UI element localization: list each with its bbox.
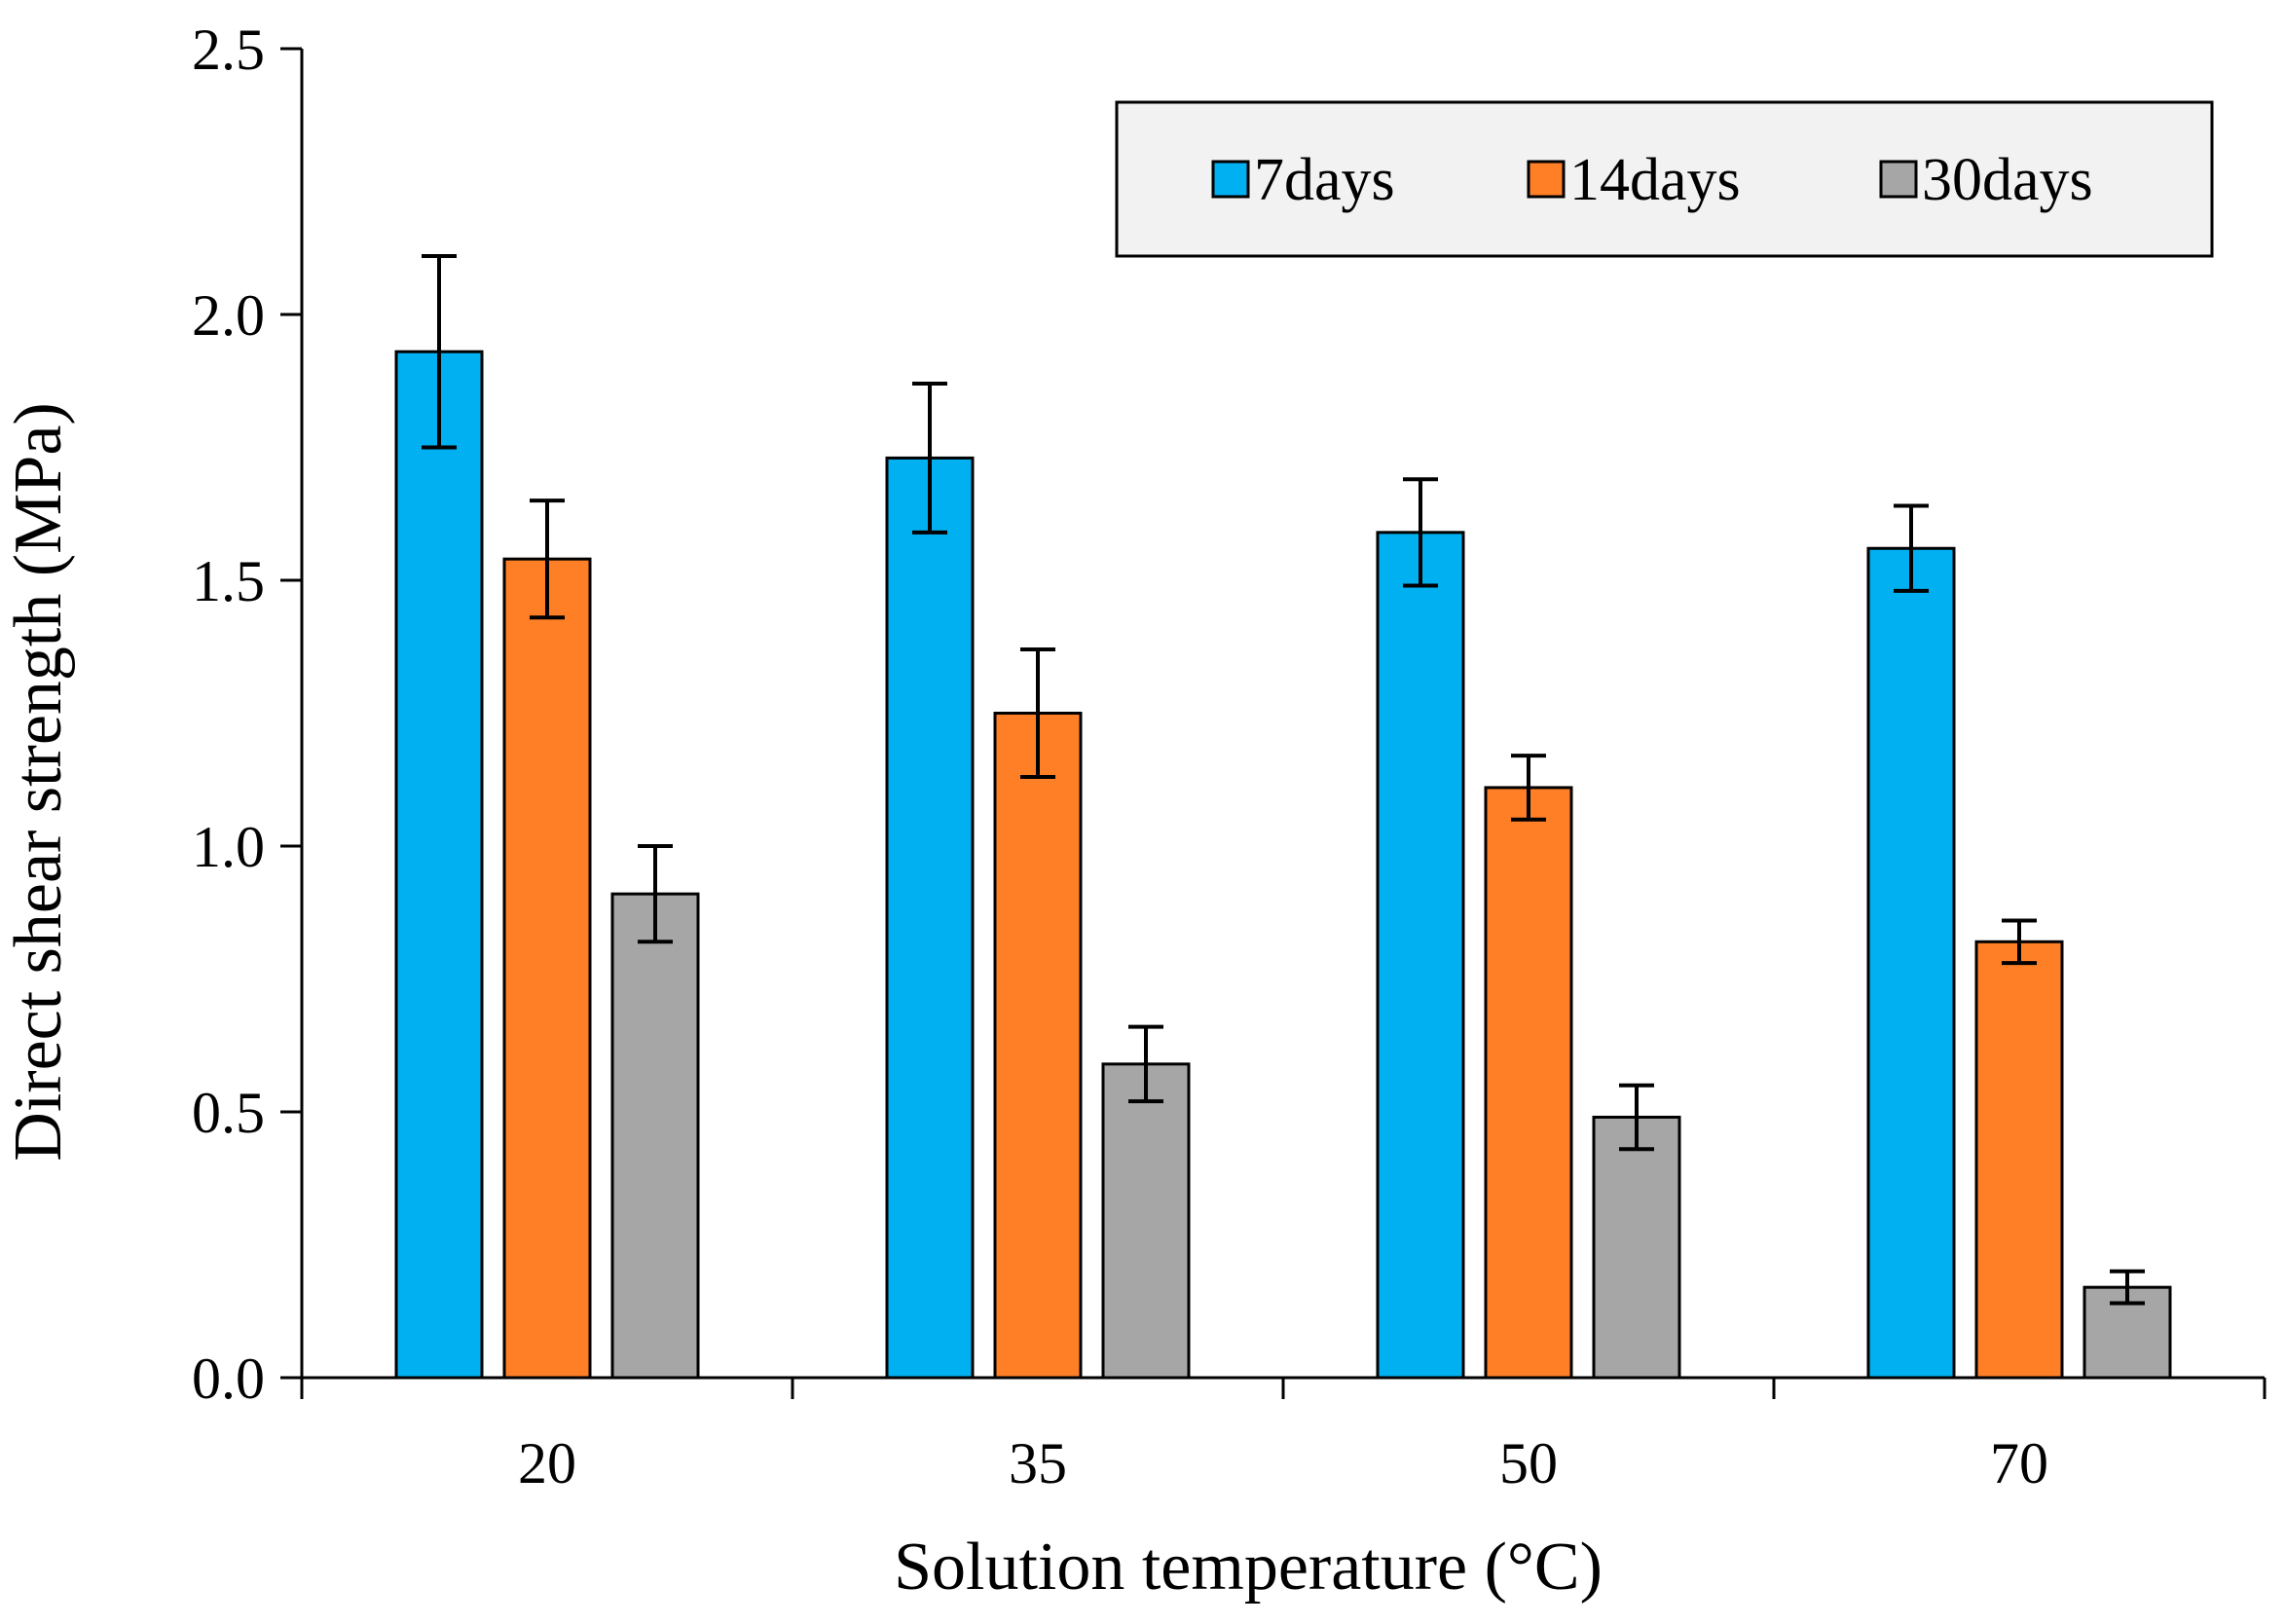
x-tick-label-70: 70 [1990,1431,2048,1495]
y-tick-label-2.5: 2.5 [192,18,265,82]
bar-14days-35 [993,712,1083,1380]
error-bars-layer [422,253,2145,1306]
bar-30days-50 [1592,1115,1681,1380]
legend-swatch-7days [1211,160,1250,199]
bar-7days-20 [394,350,484,1380]
bar-30days-35 [1101,1062,1191,1380]
bar-14days-70 [1974,940,2064,1380]
legend-box [1115,100,2214,258]
y-tick-label-1.0: 1.0 [192,815,265,879]
bar-14days-50 [1484,786,1573,1380]
bar-7days-70 [1866,546,1956,1380]
bar-7days-35 [885,456,975,1380]
y-tick-label-0.0: 0.0 [192,1347,265,1411]
x-tick-label-50: 50 [1499,1431,1558,1495]
legend-label-30days: 30days [1922,147,2093,213]
tick-labels-layer: 0.0 0.5 1.0 1.5 2.0 2.5 20 35 50 70 [192,18,2048,1495]
legend-label-14days: 14days [1569,147,1741,213]
y-tick-label-2.0: 2.0 [192,283,265,348]
legend-label-7days: 7days [1254,147,1395,213]
legend-swatch-30days [1879,160,1918,199]
legend-swatch-14days [1527,160,1566,199]
x-tick-label-20: 20 [518,1431,576,1495]
x-axis-title: Solution temperature (°C) [894,1530,1603,1605]
y-axis-title: Direct shear strength (MPa) [1,402,76,1161]
legend: 7days 14days 30days [1115,100,2214,258]
bar-14days-20 [502,557,592,1380]
axes-layer [280,47,2267,1399]
bar-30days-20 [610,892,700,1380]
x-tick-label-35: 35 [1009,1431,1067,1495]
y-tick-label-0.5: 0.5 [192,1081,265,1145]
bar-7days-50 [1376,531,1465,1380]
y-tick-label-1.5: 1.5 [192,549,265,613]
